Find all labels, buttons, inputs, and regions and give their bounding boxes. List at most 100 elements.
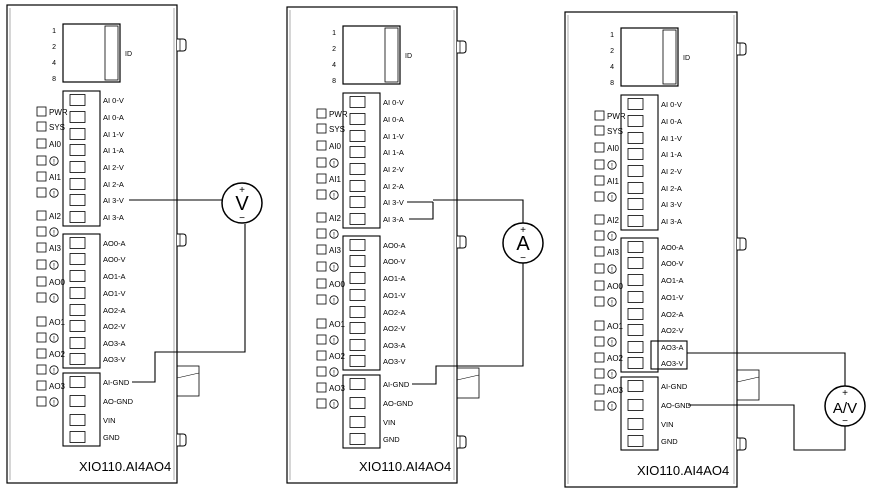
led-indicator [36, 242, 47, 253]
terminal-label: AI 2-A [661, 184, 682, 193]
din-clip [457, 40, 467, 54]
dip-label: 2 [610, 48, 614, 55]
terminal-label: AO3-V [661, 359, 684, 368]
led-label: AI0 [329, 142, 342, 151]
terminal-label: AI-GND [661, 382, 688, 391]
terminal-label: AO0-A [661, 243, 684, 252]
led-label: AO0 [49, 278, 66, 287]
meter-plus: + [520, 225, 526, 236]
led-indicator [316, 189, 327, 200]
model-label: XIO110.AI4AO4 [359, 459, 451, 474]
terminal-label: AO1-V [383, 291, 406, 300]
led-indicator [594, 230, 605, 241]
terminal-screw [627, 257, 644, 269]
din-clip [737, 42, 747, 56]
meter-plus: + [239, 185, 245, 196]
terminal-label: AO3-V [103, 355, 126, 364]
fault-icon [607, 369, 617, 379]
led-indicator [316, 140, 327, 151]
led-indicator [36, 396, 47, 407]
dip-switch-side [104, 25, 119, 81]
terminal-label: GND [383, 435, 400, 444]
wire-ao3 [687, 352, 846, 386]
terminal-screw [627, 435, 644, 447]
terminal-label: AO3-A [661, 343, 684, 352]
terminal-label: AI 0-A [103, 113, 124, 122]
terminal-screw [69, 287, 86, 299]
led-label: AI1 [49, 173, 62, 182]
fault-icon-glyph: ! [611, 267, 613, 274]
led-indicator [36, 348, 47, 359]
terminal-screw [627, 291, 644, 303]
model-label: XIO110.AI4AO4 [637, 463, 729, 478]
terminal-screw [69, 194, 86, 206]
led-indicator [316, 294, 327, 305]
led-indicator [36, 138, 47, 149]
led-label: AO3 [607, 386, 624, 395]
led-indicator [594, 263, 605, 274]
terminal-screw [627, 198, 644, 210]
fault-icon-glyph: ! [333, 298, 335, 305]
led-indicator [316, 398, 327, 409]
led-indicator [594, 368, 605, 379]
led-indicator [594, 125, 605, 136]
fault-icon-glyph: ! [611, 234, 613, 241]
terminal-screw [627, 115, 644, 127]
led-indicator [36, 316, 47, 327]
terminal-screw [349, 433, 366, 445]
power-terminal-block [342, 374, 381, 449]
wire-ao-gnd [688, 404, 846, 451]
terminal-screw [349, 113, 366, 125]
terminal-label: AO1-A [103, 272, 126, 281]
terminal-label: AI 1-V [383, 132, 404, 141]
terminal-label: AI-GND [103, 378, 130, 387]
terminal-screw [627, 132, 644, 144]
fault-icon-glyph: ! [53, 263, 55, 270]
terminal-label: AI 2-A [383, 182, 404, 191]
terminal-screw [349, 255, 366, 267]
fault-icon-glyph: ! [53, 400, 55, 407]
led-indicator [36, 226, 47, 237]
bus-connector-line [736, 376, 760, 383]
fault-icon [607, 264, 617, 274]
fault-icon [329, 158, 339, 168]
terminal-screw [627, 399, 644, 411]
led-indicator [36, 276, 47, 287]
led-indicator [594, 110, 605, 121]
terminal-label: AI 3-A [103, 213, 124, 222]
din-clip [177, 38, 187, 52]
terminal-screw [627, 165, 644, 177]
terminal-screw [349, 130, 366, 142]
fault-icon [49, 188, 59, 198]
terminal-label: AI 3-V [383, 198, 404, 207]
fault-icon-glyph: ! [611, 195, 613, 202]
led-indicator [316, 382, 327, 393]
terminal-label: AO0-V [383, 257, 406, 266]
terminal-label: AI 3-A [383, 215, 404, 224]
led-label: AI0 [49, 140, 62, 149]
terminal-screw [627, 308, 644, 320]
wire-ai-gnd [412, 263, 524, 385]
terminal-screw [69, 414, 86, 426]
terminal-screw [349, 146, 366, 158]
ai-terminal-block [342, 92, 381, 229]
terminal-screw [69, 253, 86, 265]
fault-icon [329, 399, 339, 409]
led-indicator [316, 212, 327, 223]
dip-switch-side [384, 27, 399, 83]
fault-icon [329, 190, 339, 200]
terminal-screw [349, 272, 366, 284]
terminal-screw [627, 215, 644, 227]
meter-body [502, 222, 544, 264]
terminal-label: AI 2-V [103, 163, 124, 172]
fault-icon-glyph: ! [333, 338, 335, 345]
led-label: AO0 [329, 280, 346, 289]
terminal-label: AI 1-V [661, 134, 682, 143]
led-label: AO1 [607, 322, 624, 331]
bus-connector-line [176, 372, 200, 379]
terminal-label: AO2-V [103, 322, 126, 331]
meter-symbol: V [235, 193, 249, 215]
fault-icon [329, 367, 339, 377]
fault-icon-glyph: ! [333, 402, 335, 409]
terminal-screw [69, 337, 86, 349]
